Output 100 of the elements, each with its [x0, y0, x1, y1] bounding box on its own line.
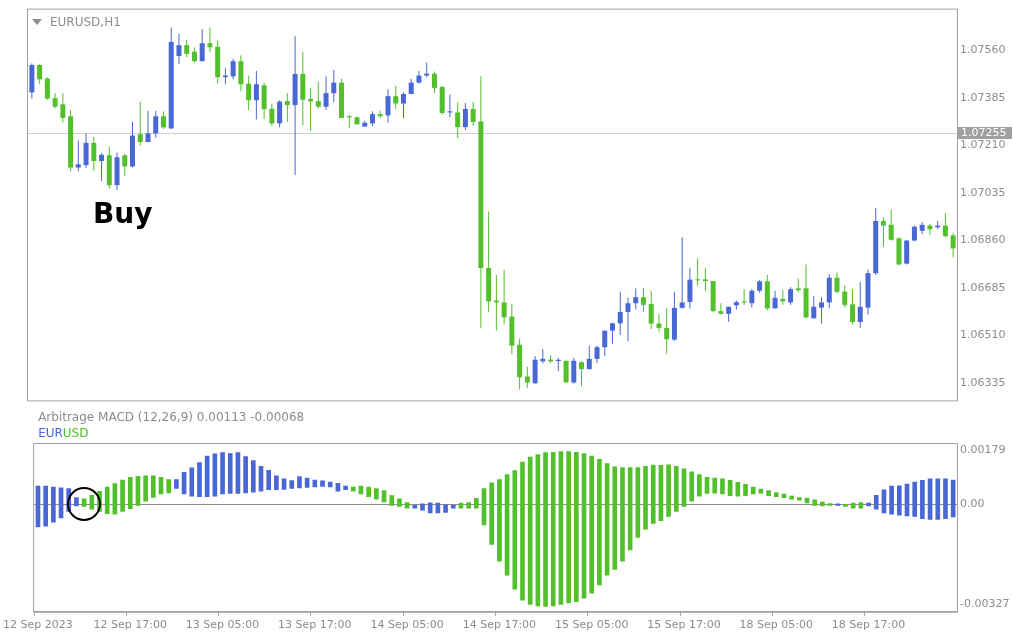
candlestick	[880, 216, 886, 248]
candlestick	[695, 257, 701, 287]
candlestick	[83, 132, 89, 169]
candlestick	[75, 139, 81, 172]
candlestick	[904, 239, 910, 265]
bar	[43, 485, 48, 527]
bar	[74, 497, 79, 507]
candlestick	[91, 136, 97, 172]
y-tick-label: 1.07385	[960, 90, 1006, 104]
candlestick	[819, 296, 825, 325]
bar	[896, 485, 902, 516]
bar	[689, 471, 695, 502]
y-tick-label: 1.06510	[960, 328, 1006, 342]
bar	[797, 497, 802, 501]
candlestick	[323, 75, 329, 111]
bar	[174, 479, 179, 489]
candlestick	[137, 101, 143, 147]
x-tick-label: 18 Sep 05:00	[739, 618, 813, 632]
candlestick	[633, 287, 639, 310]
candlestick	[455, 101, 461, 139]
bar	[250, 460, 256, 493]
candlestick	[656, 313, 662, 333]
candlestick	[679, 236, 685, 309]
candlestick	[261, 82, 267, 120]
bar	[120, 479, 125, 512]
bar	[335, 483, 341, 492]
y-tick-label: 1.07035	[960, 185, 1006, 199]
bar	[104, 486, 110, 514]
bar	[597, 458, 602, 586]
candlestick	[176, 33, 182, 65]
bar	[943, 478, 948, 520]
x-tick-label: 15 Sep 17:00	[647, 618, 721, 632]
text: EUR	[38, 426, 63, 440]
bar	[520, 461, 525, 601]
bar	[720, 478, 725, 495]
candlestick	[199, 28, 205, 62]
bar	[673, 465, 679, 512]
bar	[543, 452, 548, 607]
candlestick	[447, 94, 453, 118]
annotation: Buy	[93, 197, 153, 231]
y-tick-label: 1.06685	[960, 280, 1006, 294]
candlestick	[284, 92, 290, 123]
candlestick	[950, 232, 956, 258]
bar	[466, 502, 471, 509]
y-tick-label: 0.00	[960, 497, 985, 511]
bar	[412, 504, 418, 509]
candlestick	[400, 91, 406, 119]
candlestick	[687, 267, 693, 309]
bar	[189, 467, 195, 497]
candlestick	[462, 102, 468, 131]
x-tick-label: 12 Sep 2023	[3, 618, 73, 632]
candlestick	[416, 70, 422, 85]
candlestick	[625, 297, 631, 342]
candlestick	[532, 355, 538, 385]
bar	[266, 469, 272, 491]
candlestick	[393, 85, 399, 110]
candlestick	[230, 58, 236, 80]
bar	[343, 485, 348, 491]
bar	[643, 465, 648, 530]
bar	[912, 481, 918, 517]
text: EURUSD,H1	[50, 14, 121, 29]
bar	[497, 479, 502, 562]
candlestick	[640, 287, 646, 313]
bar	[827, 503, 833, 506]
candlestick	[741, 288, 747, 306]
bar	[620, 467, 625, 562]
candlestick	[153, 110, 159, 139]
candlestick	[718, 302, 724, 316]
bar	[51, 486, 56, 523]
candlestick	[501, 269, 507, 325]
bar	[843, 504, 848, 507]
bar	[735, 482, 741, 497]
candlestick	[571, 357, 577, 385]
bar	[274, 475, 279, 491]
bar	[281, 478, 287, 490]
candlestick	[238, 54, 244, 92]
candlestick	[60, 92, 66, 124]
candlestick	[811, 295, 817, 320]
bar	[835, 503, 841, 506]
candlestick	[842, 285, 848, 309]
bar	[243, 456, 248, 494]
x-tick-label: 12 Sep 17:00	[93, 618, 167, 632]
bar	[227, 453, 233, 494]
bar	[650, 464, 656, 524]
x-tick-label: 15 Sep 05:00	[554, 618, 629, 632]
candlestick	[122, 153, 128, 177]
bar	[489, 482, 495, 545]
candlestick	[602, 330, 608, 357]
candlestick	[702, 267, 708, 292]
x-tick-label: 13 Sep 17:00	[278, 618, 352, 632]
bar	[166, 479, 172, 494]
candlestick	[145, 110, 151, 143]
y-tick-label: 1.06335	[960, 375, 1006, 389]
candlestick	[269, 103, 275, 127]
bar	[866, 502, 871, 507]
candlestick	[857, 281, 863, 329]
bar	[566, 451, 571, 604]
candlestick	[331, 69, 337, 103]
bar	[450, 504, 456, 509]
bar	[397, 498, 402, 507]
